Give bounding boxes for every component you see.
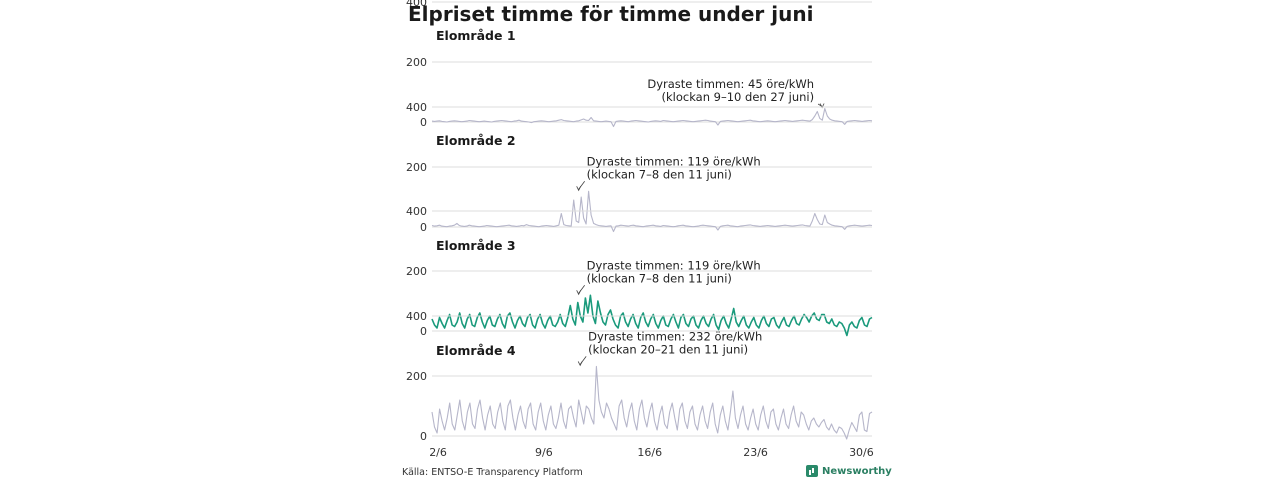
chart-title: Elpriset timme för timme under juni (408, 2, 814, 26)
y-tick-label: 200 (406, 370, 427, 383)
y-tick-label: 0 (420, 116, 427, 129)
series-line (431, 365, 873, 440)
annotation-arrowhead (576, 290, 582, 296)
annotation-text: (klockan 9–10 den 27 juni) (662, 90, 815, 104)
newsworthy-icon (806, 465, 818, 477)
x-tick-label: 9/6 (535, 446, 553, 459)
y-tick-label: 400 (406, 205, 427, 218)
annotation-text: Dyraste timmen: 232 öre/kWh (588, 329, 762, 343)
y-tick-label: 0 (420, 430, 427, 443)
brand-name: Newsworthy (822, 465, 892, 477)
x-tick-label: 2/6 (429, 446, 447, 459)
annotation-arrowhead (577, 361, 583, 367)
x-tick-label: 30/6 (849, 446, 874, 459)
x-tick-label: 16/6 (637, 446, 662, 459)
annotation-text: (klockan 20–21 den 11 juni) (588, 342, 748, 356)
annotation-text: Dyraste timmen: 45 öre/kWh (647, 77, 814, 91)
annotation-text: Dyraste timmen: 119 öre/kWh (587, 258, 761, 272)
series-line (431, 190, 873, 233)
annotation-arrowhead (576, 186, 582, 192)
annotation-text: (klockan 7–8 den 11 juni) (587, 271, 732, 285)
series-line (431, 294, 873, 337)
y-tick-label: 400 (406, 101, 427, 114)
panel-title: Elområde 3 (436, 238, 516, 253)
brand-logo: Newsworthy (806, 465, 892, 477)
y-tick-label: 400 (406, 310, 427, 323)
annotation-text: Dyraste timmen: 119 öre/kWh (587, 154, 761, 168)
y-tick-label: 200 (406, 56, 427, 69)
y-tick-label: 0 (420, 221, 427, 234)
source-note: Källa: ENTSO-E Transparency Platform (402, 467, 583, 478)
panel-title: Elområde 2 (436, 133, 516, 148)
series-line (431, 107, 873, 128)
annotation-text: (klockan 7–8 den 11 juni) (587, 167, 732, 181)
x-tick-label: 23/6 (743, 446, 768, 459)
y-tick-label: 400 (406, 0, 427, 9)
y-tick-label: 200 (406, 161, 427, 174)
panel-title: Elområde 4 (436, 343, 516, 358)
panel-title: Elområde 1 (436, 28, 516, 43)
y-tick-label: 200 (406, 265, 427, 278)
y-tick-label: 0 (420, 325, 427, 338)
